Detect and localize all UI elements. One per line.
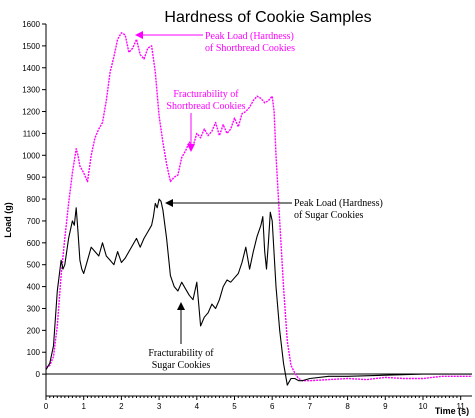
x-tick-label: 1 xyxy=(81,402,86,411)
y-tick-label: 700 xyxy=(27,217,41,226)
annotation-sugar-peak: Peak Load (Hardness) of Sugar Cookies xyxy=(165,198,383,221)
annotation-sugar-peak-line2: of Sugar Cookies xyxy=(294,210,364,221)
y-tick-label: 1000 xyxy=(22,151,40,160)
y-tick-label: 1200 xyxy=(22,108,40,117)
y-tick-label: 900 xyxy=(27,173,41,182)
y-tick-label: 1600 xyxy=(22,20,40,29)
x-tick-label: 9 xyxy=(383,402,388,411)
y-axis-label: Load (g) xyxy=(3,202,13,238)
x-tick-label: 6 xyxy=(270,402,275,411)
annotation-sugar-fracture-line1: Fracturability of xyxy=(148,348,214,359)
chart-title: Hardness of Cookie Samples xyxy=(164,9,371,26)
x-axis-ticks: 0 1 2 3 4 5 6 7 8 9 10 11 xyxy=(44,396,466,411)
x-tick-label: 8 xyxy=(345,402,350,411)
y-tick-label: 500 xyxy=(27,261,41,270)
y-tick-label: 0 xyxy=(36,370,41,379)
annotation-shortbread-fracture-line2: Shortbread Cookies xyxy=(166,101,245,112)
x-tick-label: 7 xyxy=(308,402,313,411)
y-tick-label: 1500 xyxy=(22,42,40,51)
x-tick-label: 4 xyxy=(195,402,200,411)
x-tick-label: 11 xyxy=(457,402,466,411)
annotation-shortbread-peak: Peak Load (Hardness) of Shortbread Cooki… xyxy=(135,31,295,54)
x-tick-label: 0 xyxy=(44,402,49,411)
plot-series xyxy=(45,32,472,386)
y-tick-label: 600 xyxy=(27,239,41,248)
annotation-shortbread-peak-line1: Peak Load (Hardness) xyxy=(205,31,294,42)
y-tick-label: 200 xyxy=(27,326,41,335)
x-tick-label: 10 xyxy=(419,402,428,411)
annotation-shortbread-fracture-line1: Fracturability of xyxy=(173,89,239,100)
y-tick-label: 1300 xyxy=(22,86,40,95)
y-axis-ticks: 0 100 200 300 400 500 600 700 800 900 1000 1100 1200… xyxy=(22,20,46,379)
annotation-shortbread-fracture: Fracturability of Shortbread Cookies xyxy=(166,89,246,152)
y-tick-label: 800 xyxy=(27,195,41,204)
y-tick-label: 400 xyxy=(27,283,41,292)
series-line-sugar xyxy=(45,198,472,386)
y-tick-label: 100 xyxy=(27,348,41,357)
series-line-shortbread xyxy=(45,32,472,382)
x-tick-label: 2 xyxy=(119,402,124,411)
x-tick-label: 3 xyxy=(157,402,162,411)
annotation-sugar-peak-line1: Peak Load (Hardness) xyxy=(294,198,383,209)
annotation-sugar-fracture-line2: Sugar Cookies xyxy=(152,360,211,371)
y-tick-label: 1400 xyxy=(22,64,40,73)
annotation-shortbread-peak-line2: of Shortbread Cookies xyxy=(205,43,295,54)
y-tick-label: 1100 xyxy=(23,129,41,138)
y-tick-label: 300 xyxy=(27,304,41,313)
x-axis-label: Time (s) xyxy=(435,406,469,416)
x-tick-label: 5 xyxy=(232,402,237,411)
annotation-sugar-fracture: Fracturability of Sugar Cookies xyxy=(148,302,214,371)
